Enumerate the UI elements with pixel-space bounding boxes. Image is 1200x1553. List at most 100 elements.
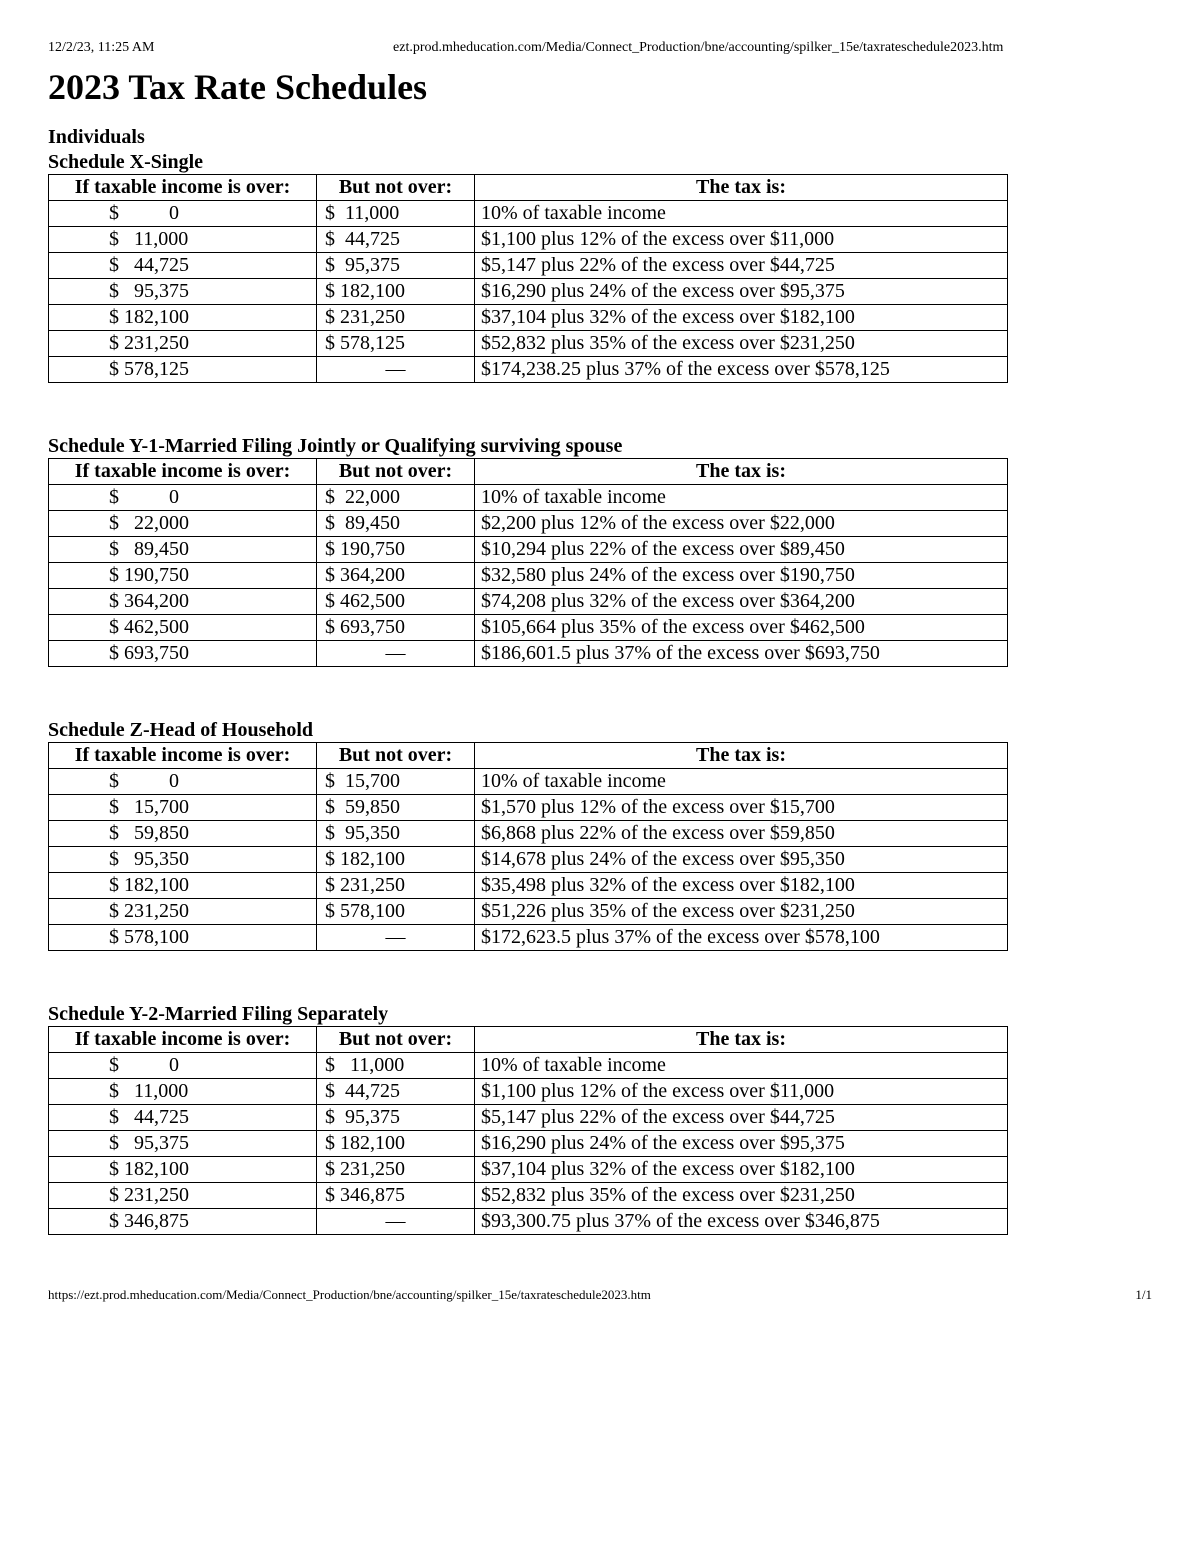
cell-not-over: $ 44,725 bbox=[317, 1079, 475, 1105]
cell-over: $ 89,450 bbox=[49, 537, 317, 563]
cell-over: $ 22,000 bbox=[49, 511, 317, 537]
cell-tax: $93,300.75 plus 37% of the excess over $… bbox=[475, 1209, 1008, 1235]
cell-over: $ 231,250 bbox=[49, 899, 317, 925]
cell-tax: $51,226 plus 35% of the excess over $231… bbox=[475, 899, 1008, 925]
table-row: $ 59,850$ 95,350$6,868 plus 22% of the e… bbox=[49, 821, 1008, 847]
col-header-over: If taxable income is over: bbox=[49, 459, 317, 485]
cell-over: $ 11,000 bbox=[49, 227, 317, 253]
cell-tax: $37,104 plus 32% of the excess over $182… bbox=[475, 305, 1008, 331]
col-header-not-over: But not over: bbox=[317, 1027, 475, 1053]
col-header-tax: The tax is: bbox=[475, 1027, 1008, 1053]
cell-tax: $105,664 plus 35% of the excess over $46… bbox=[475, 615, 1008, 641]
cell-over: $ 182,100 bbox=[49, 305, 317, 331]
col-header-not-over: But not over: bbox=[317, 175, 475, 201]
cell-tax: $16,290 plus 24% of the excess over $95,… bbox=[475, 279, 1008, 305]
cell-not-over: $ 95,350 bbox=[317, 821, 475, 847]
table-row: $ 0$ 15,70010% of taxable income bbox=[49, 769, 1008, 795]
col-header-not-over: But not over: bbox=[317, 459, 475, 485]
col-header-tax: The tax is: bbox=[475, 743, 1008, 769]
cell-tax: $32,580 plus 24% of the excess over $190… bbox=[475, 563, 1008, 589]
cell-tax: $172,623.5 plus 37% of the excess over $… bbox=[475, 925, 1008, 951]
cell-over: $ 578,100 bbox=[49, 925, 317, 951]
table-row: $ 231,250$ 578,100$51,226 plus 35% of th… bbox=[49, 899, 1008, 925]
col-header-tax: The tax is: bbox=[475, 459, 1008, 485]
table-row: $ 44,725$ 95,375$5,147 plus 22% of the e… bbox=[49, 253, 1008, 279]
print-url: ezt.prod.mheducation.com/Media/Connect_P… bbox=[244, 40, 1152, 56]
cell-not-over: $ 462,500 bbox=[317, 589, 475, 615]
cell-over: $ 95,375 bbox=[49, 1131, 317, 1157]
table-row: $ 231,250$ 578,125$52,832 plus 35% of th… bbox=[49, 331, 1008, 357]
cell-tax: $37,104 plus 32% of the excess over $182… bbox=[475, 1157, 1008, 1183]
cell-not-over: $ 364,200 bbox=[317, 563, 475, 589]
table-row: $ 578,100—$172,623.5 plus 37% of the exc… bbox=[49, 925, 1008, 951]
cell-tax: $14,678 plus 24% of the excess over $95,… bbox=[475, 847, 1008, 873]
cell-tax: $1,570 plus 12% of the excess over $15,7… bbox=[475, 795, 1008, 821]
print-footer: https://ezt.prod.mheducation.com/Media/C… bbox=[48, 1287, 1152, 1303]
cell-not-over: — bbox=[317, 357, 475, 383]
table-row: $ 182,100$ 231,250$37,104 plus 32% of th… bbox=[49, 1157, 1008, 1183]
cell-not-over: $ 11,000 bbox=[317, 201, 475, 227]
cell-tax: $186,601.5 plus 37% of the excess over $… bbox=[475, 641, 1008, 667]
cell-not-over: $ 59,850 bbox=[317, 795, 475, 821]
col-header-over: If taxable income is over: bbox=[49, 1027, 317, 1053]
table-row: $ 0$ 22,00010% of taxable income bbox=[49, 485, 1008, 511]
cell-over: $ 0 bbox=[49, 201, 317, 227]
table-row: $ 44,725$ 95,375$5,147 plus 22% of the e… bbox=[49, 1105, 1008, 1131]
tax-schedule-table: If taxable income is over:But not over:T… bbox=[48, 458, 1008, 667]
cell-over: $ 0 bbox=[49, 769, 317, 795]
table-row: $ 0$ 11,00010% of taxable income bbox=[49, 1053, 1008, 1079]
table-row: $ 89,450$ 190,750$10,294 plus 22% of the… bbox=[49, 537, 1008, 563]
cell-over: $ 693,750 bbox=[49, 641, 317, 667]
cell-tax: $35,498 plus 32% of the excess over $182… bbox=[475, 873, 1008, 899]
schedule-block: Schedule Y-2-Married Filing SeparatelyIf… bbox=[48, 1003, 1152, 1235]
footer-page: 1/1 bbox=[1135, 1287, 1152, 1303]
cell-over: $ 231,250 bbox=[49, 331, 317, 357]
cell-not-over: $ 11,000 bbox=[317, 1053, 475, 1079]
cell-tax: 10% of taxable income bbox=[475, 769, 1008, 795]
schedule-title: Schedule X-Single bbox=[48, 151, 1152, 174]
cell-tax: $16,290 plus 24% of the excess over $95,… bbox=[475, 1131, 1008, 1157]
schedule-block: Schedule Z-Head of HouseholdIf taxable i… bbox=[48, 719, 1152, 951]
table-row: $ 95,375$ 182,100$16,290 plus 24% of the… bbox=[49, 1131, 1008, 1157]
col-header-over: If taxable income is over: bbox=[49, 743, 317, 769]
table-row: $ 95,350$ 182,100$14,678 plus 24% of the… bbox=[49, 847, 1008, 873]
table-row: $ 15,700$ 59,850$1,570 plus 12% of the e… bbox=[49, 795, 1008, 821]
cell-not-over: $ 190,750 bbox=[317, 537, 475, 563]
col-header-over: If taxable income is over: bbox=[49, 175, 317, 201]
schedule-title: Schedule Y-1-Married Filing Jointly or Q… bbox=[48, 435, 1152, 458]
print-timestamp: 12/2/23, 11:25 AM bbox=[48, 40, 154, 56]
cell-tax: $10,294 plus 22% of the excess over $89,… bbox=[475, 537, 1008, 563]
schedule-block: Schedule Y-1-Married Filing Jointly or Q… bbox=[48, 435, 1152, 667]
cell-tax: $174,238.25 plus 37% of the excess over … bbox=[475, 357, 1008, 383]
cell-over: $ 190,750 bbox=[49, 563, 317, 589]
cell-over: $ 182,100 bbox=[49, 1157, 317, 1183]
cell-not-over: $ 44,725 bbox=[317, 227, 475, 253]
print-header: 12/2/23, 11:25 AM ezt.prod.mheducation.c… bbox=[48, 40, 1152, 56]
cell-tax: $52,832 plus 35% of the excess over $231… bbox=[475, 331, 1008, 357]
cell-tax: $1,100 plus 12% of the excess over $11,0… bbox=[475, 227, 1008, 253]
table-row: $ 0$ 11,00010% of taxable income bbox=[49, 201, 1008, 227]
table-row: $ 11,000$ 44,725$1,100 plus 12% of the e… bbox=[49, 227, 1008, 253]
table-row: $ 578,125—$174,238.25 plus 37% of the ex… bbox=[49, 357, 1008, 383]
col-header-tax: The tax is: bbox=[475, 175, 1008, 201]
table-row: $ 693,750—$186,601.5 plus 37% of the exc… bbox=[49, 641, 1008, 667]
cell-tax: $2,200 plus 12% of the excess over $22,0… bbox=[475, 511, 1008, 537]
cell-not-over: $ 22,000 bbox=[317, 485, 475, 511]
table-row: $ 231,250$ 346,875$52,832 plus 35% of th… bbox=[49, 1183, 1008, 1209]
cell-not-over: $ 89,450 bbox=[317, 511, 475, 537]
cell-over: $ 346,875 bbox=[49, 1209, 317, 1235]
schedule-title: Schedule Y-2-Married Filing Separately bbox=[48, 1003, 1152, 1026]
table-row: $ 190,750$ 364,200$32,580 plus 24% of th… bbox=[49, 563, 1008, 589]
cell-over: $ 0 bbox=[49, 485, 317, 511]
cell-over: $ 231,250 bbox=[49, 1183, 317, 1209]
cell-tax: $5,147 plus 22% of the excess over $44,7… bbox=[475, 253, 1008, 279]
cell-over: $ 15,700 bbox=[49, 795, 317, 821]
tax-schedule-table: If taxable income is over:But not over:T… bbox=[48, 742, 1008, 951]
cell-over: $ 0 bbox=[49, 1053, 317, 1079]
table-row: $ 364,200$ 462,500$74,208 plus 32% of th… bbox=[49, 589, 1008, 615]
cell-tax: $52,832 plus 35% of the excess over $231… bbox=[475, 1183, 1008, 1209]
cell-over: $ 578,125 bbox=[49, 357, 317, 383]
table-row: $ 11,000$ 44,725$1,100 plus 12% of the e… bbox=[49, 1079, 1008, 1105]
cell-not-over: $ 346,875 bbox=[317, 1183, 475, 1209]
cell-tax: 10% of taxable income bbox=[475, 201, 1008, 227]
